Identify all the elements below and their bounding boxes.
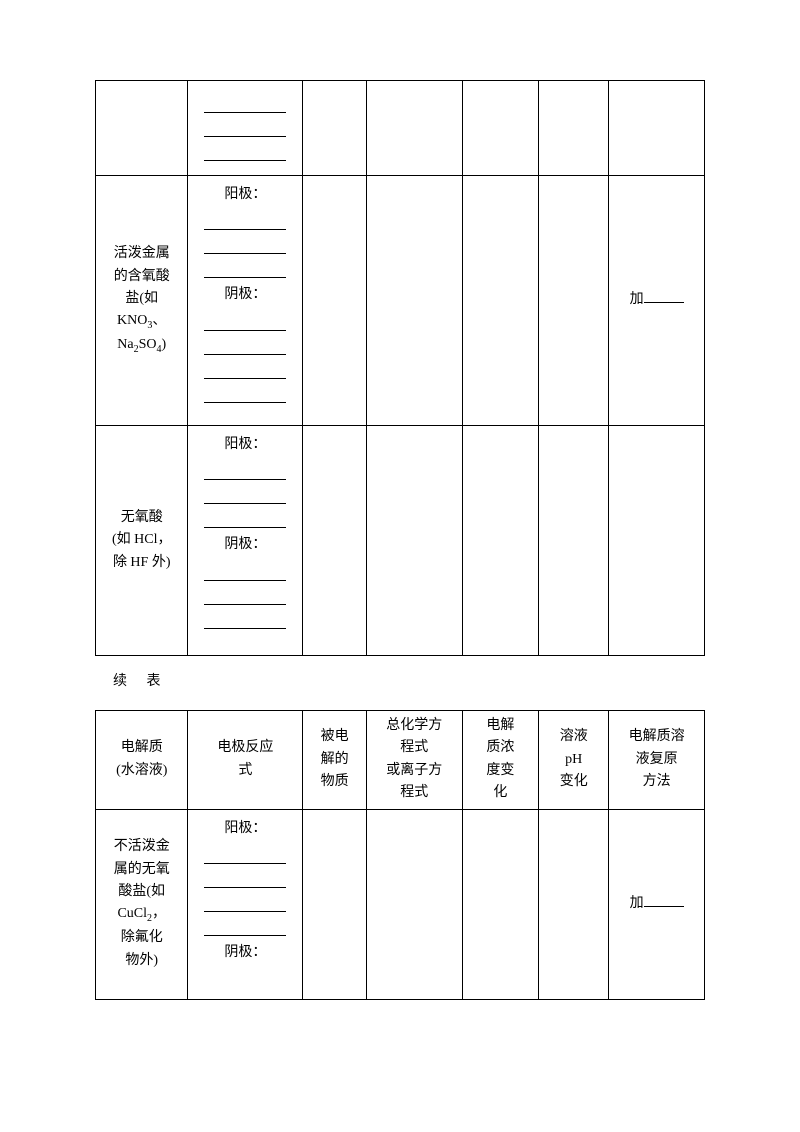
cell-empty <box>462 426 539 656</box>
blank-line <box>204 313 286 331</box>
header-cell-6: 电解质溶液复原方法 <box>609 711 705 810</box>
fill-blank <box>644 289 684 303</box>
header-cell-2: 被电解的物质 <box>303 711 367 810</box>
blank-line <box>204 510 286 528</box>
cell-label-1: 活泼金属 的含氧酸 盐(如 KNO3、 Na2SO4) <box>96 176 188 426</box>
table-2: 电解质(水溶液) 电极反应式 被电解的物质 总化学方程式或离子方程式 电解质浓度… <box>95 710 705 1000</box>
cell-empty <box>366 81 462 176</box>
cell-empty <box>462 81 539 176</box>
anode-label: 阳极： <box>200 184 290 206</box>
table-row <box>96 81 705 176</box>
table-row: 活泼金属 的含氧酸 盐(如 KNO3、 Na2SO4) 阳极： 阴极： <box>96 176 705 426</box>
label-text: 除氟化 <box>121 930 163 945</box>
cell-empty <box>366 426 462 656</box>
cell-empty <box>303 426 367 656</box>
blank-line <box>204 894 286 912</box>
label-text: 物外) <box>125 953 158 968</box>
header-cell-0: 电解质(水溶液) <box>96 711 188 810</box>
continue-label: 续 表 <box>113 670 705 690</box>
header-cell-5: 溶液pH变化 <box>539 711 609 810</box>
cell-empty <box>609 81 705 176</box>
header-cell-1: 电极反应式 <box>188 711 303 810</box>
blank-line <box>204 587 286 605</box>
label-text: Na2SO4) <box>117 337 166 352</box>
label-text: 盐(如 <box>125 291 158 306</box>
table-row: 不活泼金 属的无氧 酸盐(如 CuCl2， 除氟化 物外) 阳极： 阴极： 加 <box>96 809 705 999</box>
cell-restore-b1: 加 <box>609 809 705 999</box>
cell-empty <box>303 81 367 176</box>
table-1: 活泼金属 的含氧酸 盐(如 KNO3、 Na2SO4) 阳极： 阴极： <box>95 80 705 656</box>
cell-restore-2 <box>609 426 705 656</box>
table-header-row: 电解质(水溶液) 电极反应式 被电解的物质 总化学方程式或离子方程式 电解质浓度… <box>96 711 705 810</box>
header-cell-4: 电解质浓度变化 <box>462 711 539 810</box>
header-cell-3: 总化学方程式或离子方程式 <box>366 711 462 810</box>
blank-line <box>204 611 286 629</box>
blank-line <box>204 143 286 161</box>
label-text: 不活泼金 <box>114 839 170 854</box>
cell-empty <box>539 809 609 999</box>
cell-electrode-1: 阳极： 阴极： <box>188 176 303 426</box>
cathode-label: 阴极： <box>200 284 290 306</box>
blank-line <box>204 236 286 254</box>
label-text: 活泼金属 <box>114 246 170 261</box>
blank-line <box>204 563 286 581</box>
cell-empty <box>462 176 539 426</box>
blank-line <box>204 918 286 936</box>
restore-prefix: 加 <box>630 292 644 307</box>
blank-line <box>204 212 286 230</box>
page-container: 活泼金属 的含氧酸 盐(如 KNO3、 Na2SO4) 阳极： 阴极： <box>0 0 800 1040</box>
cell-restore-1: 加 <box>609 176 705 426</box>
blank-line <box>204 846 286 864</box>
cell-empty <box>462 809 539 999</box>
cell-empty <box>366 809 462 999</box>
blank-line <box>204 486 286 504</box>
label-text: 的含氧酸 <box>114 269 170 284</box>
anode-label: 阳极： <box>200 818 290 840</box>
fill-blank <box>644 893 684 907</box>
blank-line <box>204 361 286 379</box>
cell-empty <box>539 81 609 176</box>
blank-line <box>204 385 286 403</box>
label-text: 无氧酸 <box>121 510 163 525</box>
anode-label: 阳极： <box>200 434 290 456</box>
blank-line <box>204 119 286 137</box>
label-text: 除 HF 外) <box>113 555 171 570</box>
cell-label-2: 无氧酸 (如 HCl， 除 HF 外) <box>96 426 188 656</box>
restore-prefix: 加 <box>630 896 644 911</box>
label-text: 属的无氧 <box>114 862 170 877</box>
cell-electrode-2: 阳极： 阴极： <box>188 426 303 656</box>
cell-empty <box>539 426 609 656</box>
table-row: 无氧酸 (如 HCl， 除 HF 外) 阳极： 阴极： <box>96 426 705 656</box>
cell-empty <box>303 809 367 999</box>
blank-line <box>204 95 286 113</box>
cell-label-b1: 不活泼金 属的无氧 酸盐(如 CuCl2， 除氟化 物外) <box>96 809 188 999</box>
cathode-label: 阴极： <box>200 534 290 556</box>
cell-empty <box>366 176 462 426</box>
label-text: (如 HCl， <box>112 532 172 547</box>
label-text: KNO3、 <box>117 313 166 328</box>
cell-electrode-0 <box>188 81 303 176</box>
cell-empty <box>303 176 367 426</box>
label-text: CuCl2， <box>117 906 166 921</box>
label-text: 酸盐(如 <box>118 884 165 899</box>
blank-line <box>204 870 286 888</box>
cathode-label: 阴极： <box>200 942 290 964</box>
cell-empty <box>539 176 609 426</box>
cell-electrode-b1: 阳极： 阴极： <box>188 809 303 999</box>
cell-label-0 <box>96 81 188 176</box>
blank-line <box>204 260 286 278</box>
blank-line <box>204 462 286 480</box>
blank-line <box>204 337 286 355</box>
